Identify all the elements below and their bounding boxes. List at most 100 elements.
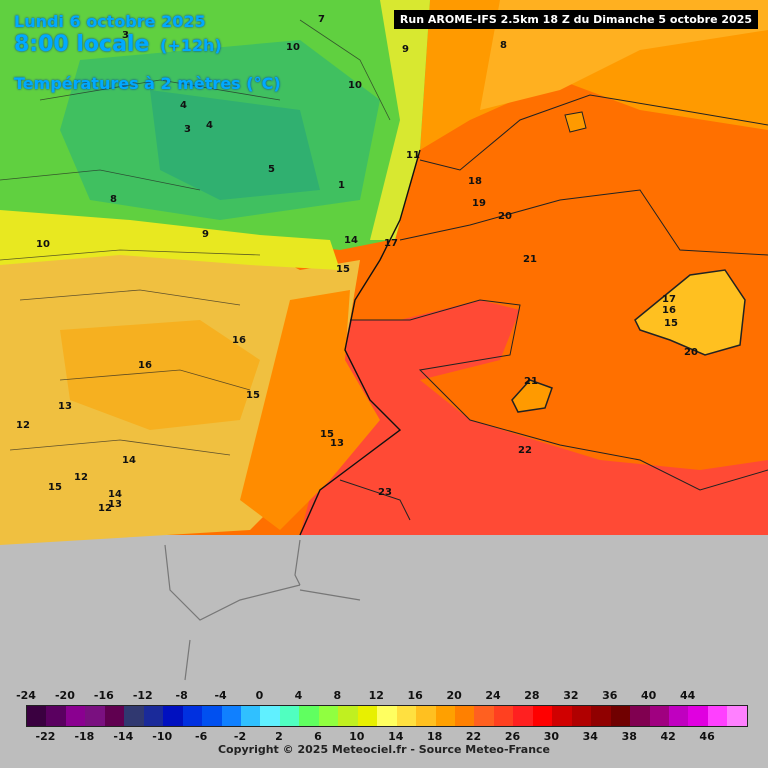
map-label: 8 <box>500 40 507 51</box>
map-label: 13 <box>108 499 122 510</box>
forecast-lead: (+12h) <box>160 36 222 55</box>
map-label: 12 <box>74 472 88 483</box>
map-label: 9 <box>402 44 409 55</box>
legend-swatch <box>454 706 475 726</box>
map-label: 14 <box>122 455 136 466</box>
legend-swatch <box>104 706 125 726</box>
map-label: 17 <box>662 294 676 305</box>
map-label: 5 <box>268 164 275 175</box>
legend-tick-label: -24 <box>16 689 36 702</box>
map-label: 16 <box>138 360 152 371</box>
legend-tick-label: 2 <box>275 730 283 743</box>
island-ibiza <box>511 379 553 413</box>
legend-swatch <box>240 706 261 726</box>
legend-tick-label: 22 <box>465 730 482 743</box>
map-label: 15 <box>336 264 350 275</box>
legend-swatch <box>143 706 164 726</box>
map-label: 15 <box>664 318 678 329</box>
land-north-coast <box>370 0 430 240</box>
map-label: 17 <box>384 238 398 249</box>
map-label: 14 <box>108 489 122 500</box>
legend-swatch <box>707 706 728 726</box>
legend-swatch <box>416 706 436 726</box>
legend-swatch <box>27 706 47 726</box>
map-label: 10 <box>348 80 362 91</box>
legend-swatch <box>46 706 66 726</box>
land-south-warm <box>60 320 260 430</box>
legend-tick-label: 46 <box>699 730 715 743</box>
legend-tick-label: 40 <box>641 689 657 702</box>
legend-tick-label: 8 <box>333 689 342 702</box>
legend-tick-label: 24 <box>485 689 501 702</box>
legend-tick-label: 10 <box>349 730 365 743</box>
legend-tick-label: 0 <box>255 689 264 702</box>
map-label: 7 <box>318 14 325 25</box>
map-label: 15 <box>246 390 260 401</box>
legend-tick-label: -18 <box>74 730 95 743</box>
legend-swatch <box>318 706 339 726</box>
map-label: 21 <box>524 376 538 387</box>
run-info: Run AROME-IFS 2.5km 18 Z du Dimanche 5 o… <box>393 10 758 29</box>
legend-swatch <box>377 706 397 726</box>
legend-swatch <box>202 706 222 726</box>
legend-tick-label: -14 <box>113 730 134 743</box>
map-label: 18 <box>468 176 482 187</box>
island-cabrera <box>564 111 587 133</box>
border-lines <box>164 539 361 681</box>
contour-21 <box>350 299 768 491</box>
legend-tick-label: 14 <box>388 730 404 743</box>
map-label: 3 <box>184 124 191 135</box>
map-label: 10 <box>36 239 50 250</box>
legend-swatch <box>65 706 86 726</box>
map-label: 4 <box>206 120 213 131</box>
legend-tick-label: -2 <box>233 730 247 743</box>
legend-swatch <box>357 706 378 726</box>
legend-tick-label: -22 <box>35 730 56 743</box>
map-label: 4 <box>180 100 187 111</box>
legend-swatch <box>163 706 183 726</box>
map-label: 3 <box>122 30 129 41</box>
map-label: 15 <box>320 429 334 440</box>
legend-swatch <box>668 706 689 726</box>
legend-tick-label: 20 <box>446 689 462 702</box>
legend-swatch <box>649 706 669 726</box>
legend-swatch <box>493 706 514 726</box>
land-north-cold <box>150 90 320 200</box>
copyright: Copyright © 2025 Meteociel.fr - Source M… <box>217 743 551 756</box>
map-label: 10 <box>286 42 300 53</box>
legend-tick-label: 34 <box>582 730 598 743</box>
legend-tick-label: 32 <box>563 689 579 702</box>
legend-swatch <box>474 706 494 726</box>
legend-swatch <box>630 706 650 726</box>
legend-tick-label: 12 <box>368 689 384 702</box>
legend-swatch <box>396 706 417 726</box>
map-label: 16 <box>662 305 676 316</box>
color-legend: -24 -20 -16 -12 -8 -4 0 4 8 12 16 20 24 28 32 36 40 44 -22… <box>0 685 768 768</box>
forecast-date: Lundi 6 octobre 2025 <box>14 12 206 31</box>
map-label: 13 <box>58 401 72 412</box>
legend-tick-label: 6 <box>314 730 322 743</box>
map-label: 23 <box>378 487 392 498</box>
legend-swatch <box>124 706 144 726</box>
map-label: 15 <box>48 482 62 493</box>
map-label: 13 <box>330 438 344 449</box>
legend-tick-label: -20 <box>54 689 75 702</box>
legend-tick-label: -12 <box>132 689 153 702</box>
legend-tick-label: 26 <box>504 730 521 743</box>
legend-swatch <box>221 706 241 726</box>
coastline <box>299 149 421 536</box>
legend-tick-label: -10 <box>152 730 173 743</box>
map-label: 16 <box>232 335 246 346</box>
legend-swatch <box>513 706 533 726</box>
variable-title: Températures à 2 mètres (°C) <box>14 74 281 93</box>
legend-swatch <box>435 706 455 726</box>
map-label: 14 <box>344 235 358 246</box>
legend-tick-label: -6 <box>195 730 208 743</box>
map-label: 11 <box>406 150 420 161</box>
legend-swatch <box>279 706 300 726</box>
forecast-time: 8:00 locale <box>14 32 150 57</box>
legend-swatch <box>688 706 708 726</box>
legend-tick-label: -4 <box>214 689 227 702</box>
contour-22 <box>339 479 411 521</box>
